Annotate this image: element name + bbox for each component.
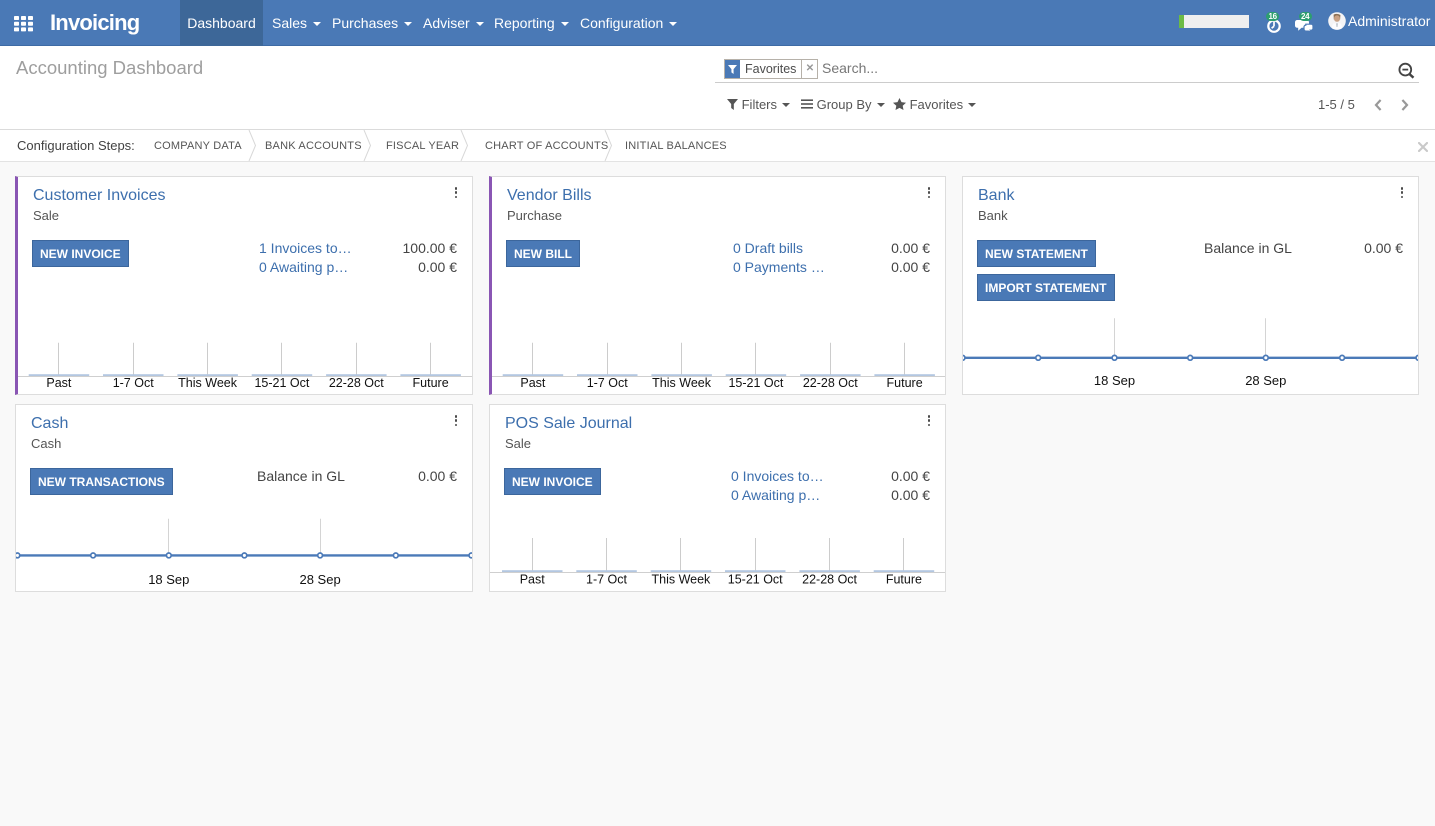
svg-text:1-7 Oct: 1-7 Oct [587,376,629,390]
svg-text:Past: Past [46,376,72,390]
svg-text:This Week: This Week [178,376,238,390]
svg-text:Future: Future [887,376,923,390]
svg-text:This Week: This Week [652,376,712,390]
svg-text:1-7 Oct: 1-7 Oct [586,573,628,587]
svg-text:15-21 Oct: 15-21 Oct [728,573,783,587]
svg-text:22-28 Oct: 22-28 Oct [802,573,857,587]
svg-text:Future: Future [413,376,449,390]
svg-text:28 Sep: 28 Sep [299,572,340,587]
svg-text:This Week: This Week [651,573,711,587]
svg-text:22-28 Oct: 22-28 Oct [803,376,858,390]
svg-text:22-28 Oct: 22-28 Oct [329,376,384,390]
svg-text:Past: Past [520,376,546,390]
svg-text:Future: Future [886,573,922,587]
svg-text:18 Sep: 18 Sep [1094,373,1135,388]
svg-text:Past: Past [520,573,546,587]
svg-text:18 Sep: 18 Sep [148,572,189,587]
svg-text:1-7 Oct: 1-7 Oct [113,376,155,390]
svg-text:15-21 Oct: 15-21 Oct [728,376,783,390]
svg-text:28 Sep: 28 Sep [1245,373,1286,388]
svg-text:15-21 Oct: 15-21 Oct [254,376,309,390]
